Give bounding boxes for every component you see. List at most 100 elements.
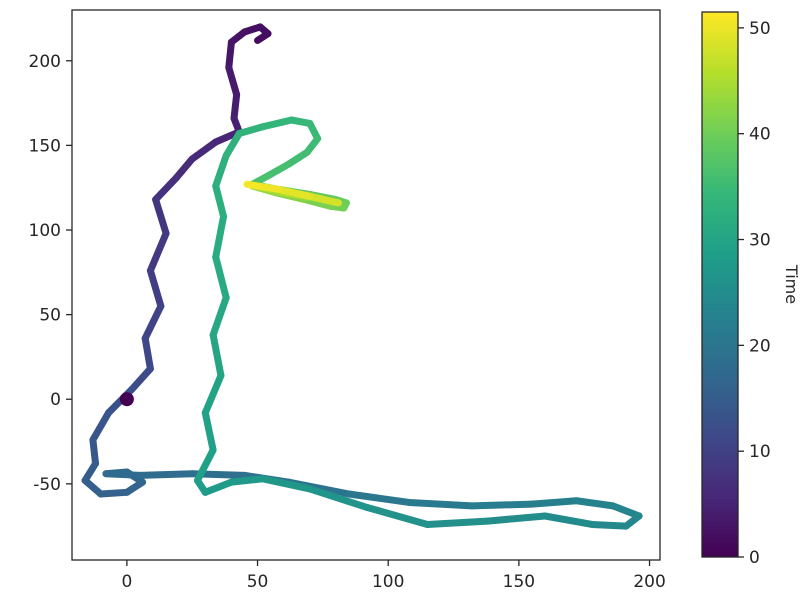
colorbar-gradient-step	[702, 214, 738, 219]
trajectory-segment	[146, 267, 165, 310]
colorbar-gradient-step	[702, 319, 738, 324]
colorbar-gradient-step	[702, 245, 738, 250]
colorbar-gradient-step	[702, 502, 738, 507]
colorbar-gradient-step	[702, 77, 738, 83]
trajectory-segment	[285, 148, 311, 168]
colorbar-gradient-step	[702, 105, 738, 110]
colorbar-gradient-step	[702, 400, 738, 406]
colorbar-tick-label: 30	[749, 231, 771, 251]
colorbar-gradient-step	[702, 225, 738, 231]
colorbar-gradient-step	[702, 365, 738, 371]
colorbar-gradient-step	[702, 467, 738, 472]
y-tick-label: 150	[29, 136, 61, 156]
colorbar-gradient-step	[702, 38, 738, 44]
colorbar-gradient-step	[702, 276, 738, 282]
colorbar-gradient-step	[702, 482, 738, 488]
trajectory-segment	[528, 497, 580, 508]
trajectory-segment	[274, 185, 314, 200]
colorbar-gradient-step	[702, 112, 738, 118]
colorbar-gradient-step	[702, 474, 738, 480]
trajectory-segment	[588, 520, 630, 530]
colorbar-gradient-step	[702, 389, 738, 394]
colorbar-gradient-step	[702, 404, 738, 410]
colorbar	[702, 11, 738, 558]
colorbar-gradient-step	[702, 439, 738, 445]
trajectory-segment	[152, 196, 170, 237]
colorbar-gradient-step	[702, 369, 738, 375]
trajectory-segment	[152, 174, 181, 204]
colorbar-gradient-step	[702, 31, 738, 36]
colorbar-gradient-step	[702, 307, 738, 313]
trajectory-segment	[423, 517, 492, 528]
colorbar-gradient-step	[702, 136, 738, 141]
colorbar-gradient-step	[702, 128, 738, 134]
colorbar-gradient-step	[702, 264, 738, 270]
trajectory-segment	[235, 123, 267, 138]
trajectory-segment	[97, 488, 131, 498]
colorbar-gradient-step	[702, 299, 738, 305]
colorbar-gradient-step	[702, 54, 738, 60]
colorbar-gradient-step	[702, 311, 738, 317]
colorbar-gradient-step	[702, 50, 738, 56]
x-tick-label: 0	[121, 572, 132, 592]
colorbar-gradient-step	[702, 190, 738, 196]
trajectory-segment	[259, 116, 296, 131]
colorbar-gradient-step	[702, 544, 738, 550]
colorbar-gradient-step	[702, 23, 738, 28]
colorbar-gradient-step	[702, 155, 738, 161]
colorbar-gradient-step	[702, 206, 738, 211]
colorbar-gradient-step	[702, 381, 738, 387]
colorbar-gradient-step	[702, 412, 738, 418]
colorbar-gradient-step	[702, 27, 738, 32]
trajectory-segment	[254, 182, 282, 193]
trajectory-segment	[306, 485, 371, 512]
colorbar-gradient-step	[702, 116, 738, 122]
x-tick-label: 50	[247, 572, 269, 592]
x-tick-label: 200	[633, 572, 665, 592]
colorbar-gradient-step	[702, 210, 738, 215]
colorbar-gradient-step	[702, 280, 738, 285]
colorbar-gradient-step	[702, 163, 738, 169]
trajectory-segment	[222, 130, 243, 160]
trajectory-segment	[89, 409, 113, 444]
trajectory-segment	[484, 512, 549, 525]
colorbar-gradient-step	[702, 459, 738, 464]
colorbar-gradient-step	[702, 373, 738, 379]
colorbar-label: Time	[782, 264, 801, 304]
colorbar-gradient-step	[702, 97, 738, 102]
colorbar-gradient-step	[702, 69, 738, 75]
colorbar-gradient-step	[702, 140, 738, 145]
colorbar-tick-label: 40	[749, 125, 771, 145]
colorbar-gradient-step	[702, 101, 738, 106]
colorbar-gradient-step	[702, 241, 738, 246]
colorbar-gradient-step	[702, 237, 738, 243]
colorbar-gradient-step	[702, 81, 738, 87]
colorbar-tick-label: 10	[749, 442, 771, 462]
trajectory-segment	[173, 155, 196, 182]
x-tick-label: 150	[503, 572, 535, 592]
y-tick-label: 0	[50, 390, 61, 410]
colorbar-gradient-step	[702, 249, 738, 254]
colorbar-gradient-step	[702, 529, 738, 535]
trajectory-segment	[201, 372, 225, 417]
colorbar-gradient-step	[702, 424, 738, 429]
colorbar-gradient-step	[702, 260, 738, 266]
trajectory-segment	[225, 64, 241, 99]
colorbar-gradient-step	[702, 46, 738, 52]
colorbar-gradient-step	[702, 19, 738, 25]
colorbar-gradient-step	[702, 93, 738, 99]
trajectory-segment	[227, 475, 267, 486]
colorbar-gradient-step	[702, 478, 738, 484]
colorbar-gradient-step	[702, 420, 738, 426]
colorbar-gradient-step	[702, 221, 738, 227]
colorbar-gradient-step	[702, 494, 738, 500]
colorbar-gradient-step	[702, 350, 738, 355]
colorbar-gradient-step	[702, 159, 738, 165]
colorbar-gradient-step	[702, 505, 738, 511]
colorbar-gradient-step	[702, 525, 738, 531]
colorbar-gradient-step	[702, 186, 738, 192]
colorbar-gradient-step	[702, 34, 738, 40]
colorbar-gradient-step	[702, 233, 738, 239]
trajectory-segment	[225, 38, 235, 72]
